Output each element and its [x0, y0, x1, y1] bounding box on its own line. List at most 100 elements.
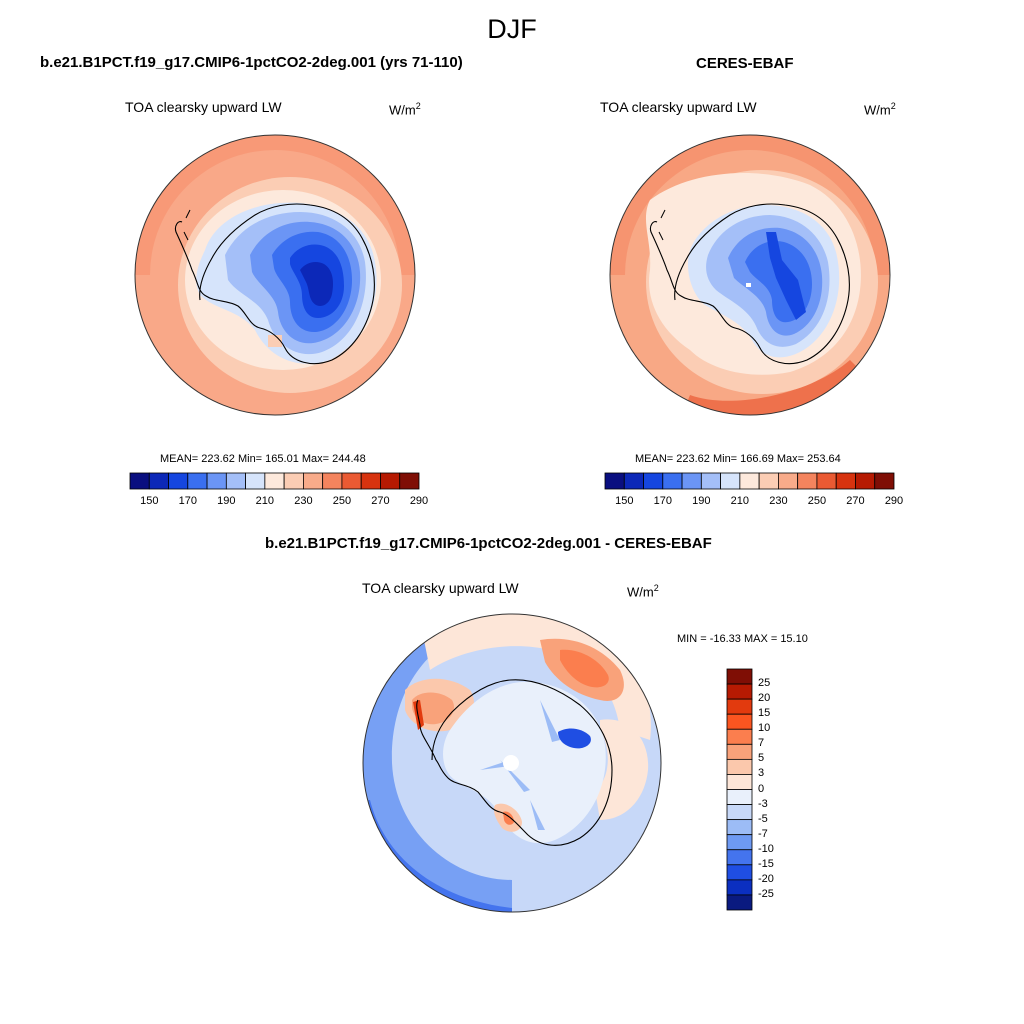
- obs-colorbar-label: 210: [730, 495, 750, 507]
- model-colorbar-label: 230: [294, 495, 313, 507]
- obs-colorbar-box: [643, 472, 664, 490]
- diff-colorbar-box: [726, 789, 753, 805]
- diff-colorbar-box: [726, 774, 753, 790]
- diff-colorbar-label: 5: [758, 752, 765, 765]
- model-colorbar-box: [322, 472, 343, 490]
- diff-units-label: W/m2: [627, 583, 659, 600]
- model-variable-label: TOA clearsky upward LW: [125, 99, 282, 115]
- model-map-coastline: [174, 203, 375, 365]
- model-colorbar-box: [225, 472, 246, 490]
- obs-colorbar-box: [855, 472, 876, 490]
- obs-colorbar-box: [778, 472, 799, 490]
- diff-colorbar-box: [726, 743, 753, 760]
- model-map-border: [134, 134, 416, 416]
- obs-colorbar-box: [739, 472, 760, 490]
- model-colorbar-label: 250: [332, 495, 352, 507]
- obs-colorbar-box: [835, 472, 856, 490]
- obs-colorbar-label: 150: [615, 495, 634, 507]
- model-panel-title: b.e21.B1PCT.f19_g17.CMIP6-1pctCO2-2deg.0…: [40, 54, 463, 71]
- diff-colorbar-label: 0: [758, 782, 765, 795]
- diff-colorbar-label: 20: [758, 692, 771, 705]
- obs-colorbar: [604, 472, 895, 490]
- model-colorbar-box: [360, 472, 381, 490]
- obs-colorbar-box: [797, 472, 818, 490]
- diff-colorbar-box: [726, 713, 753, 730]
- diff-map-continent-interior: [443, 681, 606, 844]
- model-colorbar-box: [399, 472, 420, 490]
- diff-colorbar-label: -5: [758, 812, 768, 825]
- obs-map-border: [609, 134, 891, 416]
- obs-colorbar-box: [874, 472, 895, 490]
- model-colorbar-box: [245, 472, 266, 490]
- model-colorbar-box: [168, 472, 189, 490]
- obs-colorbar-box: [604, 472, 625, 490]
- model-colorbar-label: 290: [409, 495, 429, 507]
- diff-colorbar-box: [726, 683, 753, 700]
- obs-colorbar-box: [720, 472, 741, 490]
- model-colorbar-box: [148, 472, 169, 490]
- model-colorbar-label: 190: [217, 495, 236, 507]
- model-colorbar-box: [206, 472, 227, 490]
- diff-colorbar-box: [726, 819, 753, 836]
- diff-colorbar-box: [726, 834, 753, 851]
- diff-colorbar-box: [726, 864, 753, 881]
- model-colorbar: [129, 472, 420, 490]
- obs-colorbar-label: 290: [884, 495, 904, 507]
- model-colorbar-box: [380, 472, 401, 490]
- diff-colorbar-label: 3: [758, 767, 765, 780]
- model-colorbar-box: [129, 472, 150, 490]
- diff-map: [363, 614, 661, 912]
- diff-colorbar-label: -25: [758, 887, 774, 900]
- obs-variable-label: TOA clearsky upward LW: [600, 99, 757, 115]
- diff-colorbar-label: 10: [758, 722, 771, 735]
- diff-colorbar-label: 15: [758, 707, 771, 720]
- obs-colorbar-label: 230: [769, 495, 788, 507]
- model-colorbar-box: [187, 472, 208, 490]
- obs-colorbar-box: [816, 472, 837, 490]
- obs-colorbar-box: [700, 472, 721, 490]
- diff-panel-title: b.e21.B1PCT.f19_g17.CMIP6-1pctCO2-2deg.0…: [265, 535, 712, 552]
- model-colorbar-box: [341, 472, 362, 490]
- obs-colorbar-box: [758, 472, 779, 490]
- diff-colorbar-label: 7: [758, 737, 765, 750]
- diff-colorbar-box: [726, 849, 753, 866]
- diff-colorbar: [726, 668, 753, 911]
- diff-map-coastline: [416, 679, 613, 846]
- model-colorbar-box: [283, 472, 304, 490]
- model-colorbar-box: [302, 472, 324, 490]
- model-stats: MEAN= 223.62 Min= 165.01 Max= 244.48: [160, 453, 366, 465]
- diff-stats: MIN = -16.33 MAX = 15.10: [677, 633, 808, 645]
- model-colorbar-label: 210: [255, 495, 275, 507]
- diff-map-pole-hole: [503, 755, 519, 771]
- diff-colorbar-box: [726, 668, 753, 685]
- diff-colorbar-label: -7: [758, 827, 768, 840]
- obs-colorbar-label: 170: [653, 495, 672, 507]
- model-colorbar-label: 270: [371, 495, 390, 507]
- obs-colorbar-box: [662, 472, 683, 490]
- model-map: [135, 135, 415, 415]
- obs-map-coastline: [649, 203, 850, 365]
- model-colorbar-label: 170: [178, 495, 197, 507]
- obs-panel-title: CERES-EBAF: [696, 55, 794, 72]
- diff-colorbar-label: -20: [758, 872, 774, 885]
- diff-colorbar-box: [726, 698, 753, 715]
- obs-map: [610, 135, 890, 415]
- diff-colorbar-label: 25: [758, 677, 771, 690]
- diff-map-border: [362, 613, 662, 913]
- diff-colorbar-box: [726, 728, 753, 745]
- season-title: DJF: [487, 14, 537, 44]
- diff-colorbar-box: [726, 894, 753, 911]
- obs-colorbar-label: 250: [807, 495, 827, 507]
- obs-colorbar-label: 270: [846, 495, 865, 507]
- diff-map-positive-band: [420, 614, 651, 740]
- obs-colorbar-label: 190: [692, 495, 711, 507]
- obs-colorbar-box: [681, 472, 702, 490]
- diff-colorbar-box: [726, 804, 753, 821]
- diff-colorbar-box: [726, 758, 753, 775]
- diff-variable-label: TOA clearsky upward LW: [362, 580, 519, 596]
- diff-colorbar-label: -15: [758, 857, 774, 870]
- model-units-label: W/m2: [389, 101, 421, 118]
- diff-colorbar-label: -3: [758, 797, 768, 810]
- model-colorbar-box: [264, 472, 285, 490]
